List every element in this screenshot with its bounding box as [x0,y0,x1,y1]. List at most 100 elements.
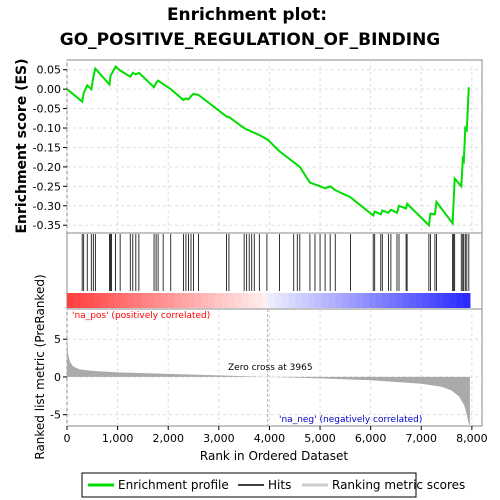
ranking-bar-segment [369,293,377,308]
metric-xtick-label: 7,000 [406,432,438,445]
neg-label: 'na_neg' (negatively correlated) [279,415,422,425]
ranking-bar-segment [134,293,142,308]
es-ytick-label: -0.05 [33,103,61,116]
es-ylabel: Enrichment score (ES) [14,58,30,233]
chart-subtitle: GO_POSITIVE_REGULATION_OF_BINDING [60,30,441,50]
ranking-bar-segment [275,293,283,308]
legend-label-hits: Hits [268,478,291,492]
es-grid [66,60,482,233]
enrichment-profile-line [66,65,470,228]
ranking-bar-segment [187,293,196,308]
metric-grid [66,309,482,426]
ranking-bar-segment [416,293,424,308]
zero-cross-label: Zero cross at 3965 [228,363,313,373]
ranking-bar-segment [93,293,102,308]
metric-xtick-label: 1,000 [102,432,134,445]
ranking-bar-segment [348,293,357,308]
ranking-bar-segment [174,293,182,308]
ranking-bar-segment [463,293,471,308]
ranking-bar-segment [221,293,229,308]
ranking-bar-segment [315,293,323,308]
ranking-bar-segment [127,293,135,308]
hit-marks [81,234,470,291]
ranking-bar-segment [113,293,122,308]
ranking-bar-segment [73,293,82,308]
ranking-bar-segment [160,293,169,308]
metric-ytick-label: 0 [54,371,61,384]
ranking-bar-segment [422,293,431,308]
metric-xtick-label: 6,000 [355,432,387,445]
ranking-bar-segment [100,293,108,308]
ranking-metric-area [67,331,470,426]
es-ytick-label: -0.25 [33,180,61,193]
metric-ytick-label: 5 [54,333,61,346]
ranking-bar-segment [409,293,417,308]
ranking-bar-segment [395,293,404,308]
metric-panel: 50-50 1,000 2,000 3,000 4,000 5,000 6,000 7,000… [33,274,488,463]
ranking-bar-segment [241,293,249,308]
metric-xtick-label: 0 [64,432,71,445]
ranking-bar-segment [335,293,343,308]
es-ytick-label: -0.35 [33,219,61,232]
ranking-bar-segment [268,293,276,308]
metric-ylabel: Ranked list metric (PreRanked) [33,274,47,459]
ranking-bar-segment [107,293,115,308]
ranking-bar-segment [87,293,95,308]
hits-panel [66,232,483,310]
pos-label: 'na_pos' (positively correlated) [72,311,210,321]
ranking-bar-segment [181,293,189,308]
ranking-color-bar [67,293,471,308]
ranking-bar-segment [382,293,390,308]
chart-title: Enrichment plot: [167,5,327,25]
ranking-bar-segment [201,293,209,308]
ranking-bar-segment [308,293,317,308]
es-ytick-label: -0.30 [33,200,61,213]
ranking-bar-segment [228,293,236,308]
ranking-bar-segment [322,293,330,308]
ranking-bar-segment [167,293,176,308]
metric-xtick-label: 2,000 [152,432,184,445]
ranking-bar-segment [362,293,370,308]
legend-label-metric: Ranking metric scores [332,478,465,492]
ranking-bar-segment [261,293,270,308]
ranking-bar-segment [207,293,216,308]
es-ytick-label: 0.05 [37,64,62,77]
ranking-bar-segment [234,293,243,308]
metric-xtick-label: 5,000 [304,432,336,445]
ranking-bar-segment [80,293,88,308]
ranking-bar-segment [436,293,444,308]
ranking-bar-segment [328,293,337,308]
ranking-bar-segment [456,293,464,308]
metric-ytick-label: -5 [50,409,61,422]
es-ytick-label: 0.00 [37,83,62,96]
ranking-bar-segment [248,293,256,308]
ranking-bar-segment [295,293,303,308]
metric-xtick-label: 3,000 [203,432,235,445]
es-panel: 0.05 0.00 -0.05 -0.10 -0.15 -0.20 -0.25 -0.30 -0… [14,58,483,234]
metric-xtick-label: 8,000 [456,432,488,445]
ranking-bar-segment [442,293,451,308]
ranking-bar-segment [140,293,149,308]
legend: Enrichment profile Hits Ranking metric s… [81,472,465,498]
ranking-bar-segment [375,293,384,308]
ranking-bar-segment [154,293,162,308]
ranking-bar-segment [301,293,310,308]
ranking-bar-segment [429,293,437,308]
ranking-bar-segment [147,293,155,308]
ranking-bar-segment [254,293,263,308]
ranking-bar-segment [342,293,350,308]
es-ytick-label: -0.15 [33,141,61,154]
es-ytick-label: -0.10 [33,122,61,135]
metric-xtick-label: 4,000 [254,432,286,445]
ranking-bar-segment [389,293,397,308]
ranking-bar-segment [281,293,290,308]
ranking-bar-segment [120,293,129,308]
ranking-bar-segment [402,293,411,308]
es-ytick-label: -0.20 [33,161,61,174]
ranking-bar-segment [288,293,296,308]
ranking-bar-segment [214,293,223,308]
metric-panel-frame [66,308,483,427]
ranking-bar-segment [67,293,75,308]
es-ticks: 0.05 0.00 -0.05 -0.10 -0.15 -0.20 -0.25 -0.30 -0… [33,64,67,232]
